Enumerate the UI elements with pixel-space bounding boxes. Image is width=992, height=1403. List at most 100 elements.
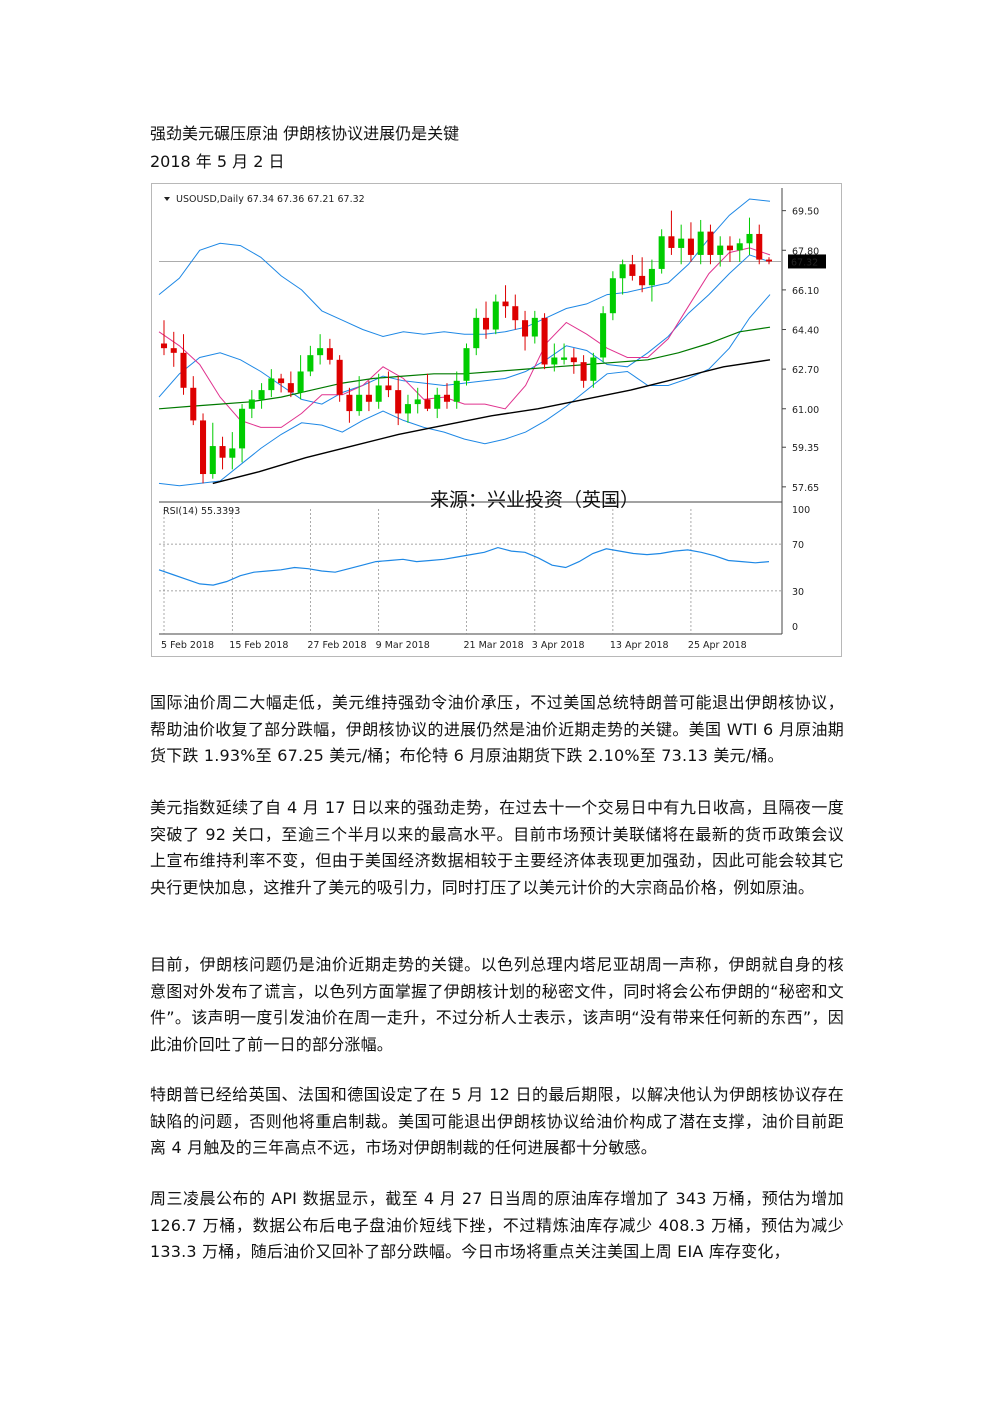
candle-body [658,236,665,269]
candle-body [697,231,704,255]
rsi-tick-label: 70 [792,540,804,551]
candle-body [736,243,743,251]
candle-body [570,357,577,363]
paragraph-2: 美元指数延续了自 4 月 17 日以来的强劲走势，在过去十一个交易日中有九日收高… [150,798,844,897]
candle-body [707,231,714,255]
price-tick-label: 64.40 [792,326,819,337]
candle-body [473,317,480,349]
candle-body [248,399,255,409]
candle-body [648,268,655,286]
candle-body [229,448,236,458]
x-axis-label: 5 Feb 2018 [161,640,214,651]
candle-body [395,390,402,414]
candle-body [717,245,724,255]
candle-body [424,399,431,409]
candle-body [619,264,626,279]
candle-body [219,446,226,458]
candle-body [600,313,607,358]
candle-body [765,259,773,262]
candle-body [453,380,460,402]
candle-body [200,420,207,475]
candle-body [170,348,177,353]
price-tick-label: 62.70 [792,365,819,376]
paragraph-1: 国际油价周二大幅走低，美元维持强劲令油价承压，不过美国总统特朗普可能退出伊朗核协… [150,693,844,765]
x-axis-label: 25 Apr 2018 [688,640,747,651]
price-tick-label: 61.00 [792,405,819,416]
candle-body [326,348,333,360]
candle-body [336,359,343,395]
candle-body [268,378,275,391]
candle-body [668,236,675,248]
x-axis-label: 13 Apr 2018 [610,640,669,651]
price-tick-label: 67.80 [792,246,819,257]
candle-body [287,383,294,393]
candle-body [492,301,499,330]
candle-body [356,394,363,412]
chart-canvas: 69.50 67.80 66.10 64.40 62.70 61.00 59.35 57.65… [158,188,826,651]
candle-body [258,390,265,400]
x-axis-label: 3 Apr 2018 [532,640,585,651]
bollinger-upper-line [158,198,771,338]
ma-long-line [212,359,771,485]
candle-body [551,357,558,365]
x-axis-label: 15 Feb 2018 [229,640,288,651]
candle-body [434,394,441,409]
ma-short-line [158,247,771,428]
candle-body [375,385,382,402]
candle-body [512,306,519,321]
last-price-label: 67.32 [791,257,818,268]
candle-body [443,394,451,402]
candle-body [278,378,285,384]
candle-body [180,352,187,388]
candle-body [756,233,763,260]
price-chart: 69.50 67.80 66.10 64.40 62.70 61.00 59.35 57.65… [151,183,842,657]
article-date: 2018 年 5 月 2 日 [150,152,285,171]
bollinger-middle-line [158,254,771,405]
candle-body [482,317,490,330]
candle-body [346,394,353,412]
candle-body [726,245,733,251]
candle-body [385,385,392,391]
last-price-box [788,254,826,269]
candle-body [502,301,509,307]
candle-body [580,362,587,381]
price-tick-label: 59.35 [792,443,819,454]
price-tick-label: 66.10 [792,286,819,297]
chart-menu-arrow-icon [164,197,170,201]
candle-body [209,446,216,475]
candle-body [297,371,304,393]
x-axis-label: 9 Mar 2018 [376,640,430,651]
candle-body [531,317,538,337]
candle-body [317,348,324,356]
paragraph-5: 周三凌晨公布的 API 数据显示，截至 4 月 27 日当周的原油库存增加了 3… [150,1189,844,1261]
candle-body [541,317,548,365]
bollinger-lower-line [158,294,771,487]
candle-body [463,348,470,381]
candle-body [687,238,694,255]
candle-body [414,399,421,405]
x-axis-label: 27 Feb 2018 [307,640,366,651]
candle-body [522,320,529,337]
candle-body [746,233,753,244]
candle-body [307,355,314,372]
candle-body [678,238,685,248]
paragraph-3: 目前，伊朗核问题仍是油价近期走势的关键。以色列总理内塔尼亚胡周一声称，伊朗就自身… [150,955,844,1054]
candle-body [639,275,646,286]
rsi-tick-label: 30 [792,587,804,598]
candle-body [160,343,168,349]
rsi-tick-label: 100 [792,505,810,516]
chart-source-watermark: 来源：兴业投资（英国） [430,489,639,511]
price-tick-label: 69.50 [792,207,819,218]
chart-header-label: USOUSD,Daily 67.34 67.36 67.21 67.32 [176,194,365,205]
article-title: 强劲美元碾压原油 伊朗核协议进展仍是关键 [150,124,460,143]
candle-body [190,387,197,421]
candle-body [629,264,636,276]
candle-body [609,278,616,314]
candle-body [590,357,597,381]
candle-body [365,394,372,402]
rsi-label: RSI(14) 55.3393 [163,506,240,517]
candle-body [561,357,568,360]
candle-body [404,404,411,414]
rsi-line [158,546,770,586]
rsi-tick-label: 0 [792,622,798,633]
